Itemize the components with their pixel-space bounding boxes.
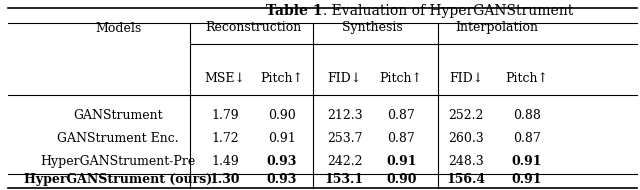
Text: FID↓: FID↓ bbox=[449, 71, 483, 85]
Text: 252.2: 252.2 bbox=[448, 109, 484, 122]
Text: 153.1: 153.1 bbox=[325, 173, 364, 186]
Text: 253.7: 253.7 bbox=[327, 132, 362, 145]
Text: 0.90: 0.90 bbox=[268, 109, 296, 122]
Text: Pitch↑: Pitch↑ bbox=[506, 71, 548, 85]
Text: 0.87: 0.87 bbox=[387, 109, 415, 122]
Text: 0.91: 0.91 bbox=[268, 132, 296, 145]
Text: 248.3: 248.3 bbox=[448, 154, 484, 168]
Text: Table 1: Table 1 bbox=[266, 5, 323, 18]
Text: 0.87: 0.87 bbox=[513, 132, 541, 145]
Text: 0.93: 0.93 bbox=[266, 173, 297, 186]
Text: Reconstruction: Reconstruction bbox=[205, 21, 301, 34]
Text: 242.2: 242.2 bbox=[327, 154, 362, 168]
Text: 1.72: 1.72 bbox=[211, 132, 239, 145]
Text: 0.91: 0.91 bbox=[512, 173, 542, 186]
Text: 1.79: 1.79 bbox=[211, 109, 239, 122]
Text: 0.90: 0.90 bbox=[386, 173, 417, 186]
Text: 1.30: 1.30 bbox=[210, 173, 240, 186]
Text: Synthesis: Synthesis bbox=[342, 21, 403, 34]
Text: Models: Models bbox=[95, 22, 141, 36]
Text: 0.88: 0.88 bbox=[513, 109, 541, 122]
Text: 0.91: 0.91 bbox=[386, 154, 417, 168]
Text: HyperGANStrument-Pre: HyperGANStrument-Pre bbox=[40, 154, 196, 168]
Text: 156.4: 156.4 bbox=[446, 173, 486, 186]
Text: 260.3: 260.3 bbox=[448, 132, 484, 145]
Text: 1.49: 1.49 bbox=[211, 154, 239, 168]
Text: MSE↓: MSE↓ bbox=[205, 71, 246, 85]
Text: 0.93: 0.93 bbox=[266, 154, 297, 168]
Text: 212.3: 212.3 bbox=[327, 109, 362, 122]
Text: GANStrument: GANStrument bbox=[74, 109, 163, 122]
Text: HyperGANStrument (ours): HyperGANStrument (ours) bbox=[24, 173, 212, 186]
Text: 0.87: 0.87 bbox=[387, 132, 415, 145]
Text: . Evaluation of HyperGANStrument: . Evaluation of HyperGANStrument bbox=[323, 5, 573, 18]
Text: Pitch↑: Pitch↑ bbox=[380, 71, 422, 85]
Text: 0.91: 0.91 bbox=[512, 154, 542, 168]
Text: Pitch↑: Pitch↑ bbox=[260, 71, 303, 85]
Text: FID↓: FID↓ bbox=[328, 71, 362, 85]
Text: Interpolation: Interpolation bbox=[455, 21, 538, 34]
Text: GANStrument Enc.: GANStrument Enc. bbox=[58, 132, 179, 145]
